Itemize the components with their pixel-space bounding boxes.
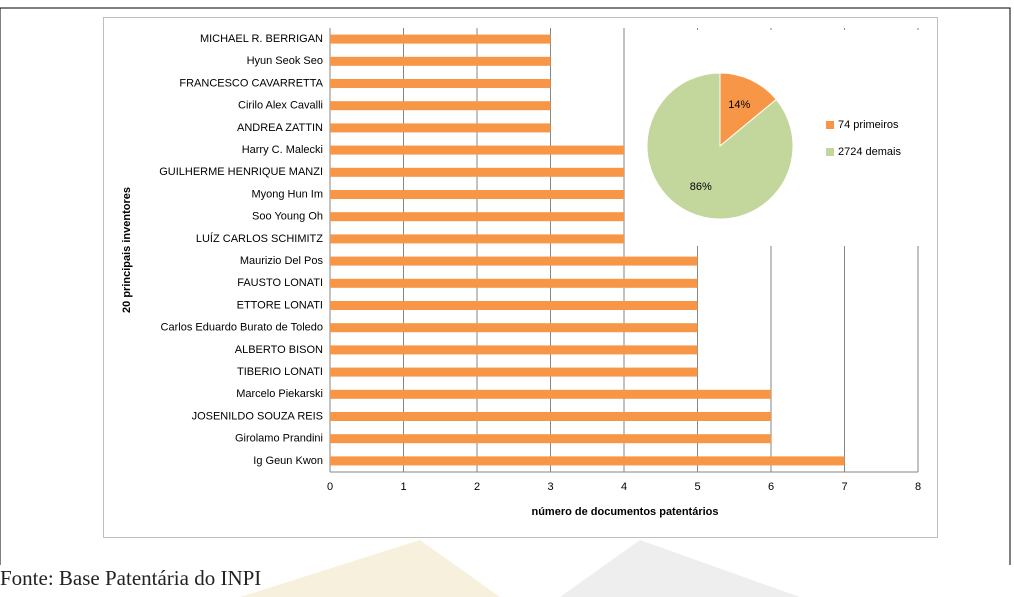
pie-slice [719, 72, 777, 148]
bar [330, 278, 698, 288]
bar [330, 190, 624, 199]
y-tick-label: GUILHERME HENRIQUE MANZI [159, 166, 323, 178]
bar [330, 167, 624, 177]
x-axis-title: número de documentos patentários [531, 506, 718, 518]
bar [330, 145, 624, 155]
y-tick-label: ANDREA ZATTIN [237, 122, 323, 134]
y-axis-title: 20 principais inventores [121, 187, 133, 313]
x-tick-label: 6 [768, 481, 774, 493]
y-tick-label: ALBERTO BISON [235, 344, 323, 356]
bar [330, 367, 698, 377]
bar [330, 101, 551, 111]
x-tick-label: 8 [915, 481, 921, 493]
x-tick-label: 0 [327, 481, 333, 493]
y-tick-label: Soo Young Oh [252, 211, 323, 223]
y-tick-label: ETTORE LONATI [237, 299, 323, 311]
y-tick-label: FRANCESCO CAVARRETTA [179, 77, 323, 89]
watermark [240, 540, 500, 597]
bar [330, 301, 698, 310]
legend-swatch [826, 148, 834, 156]
bar [330, 389, 771, 399]
bar [330, 234, 624, 244]
y-tick-label: Girolamo Prandini [235, 433, 323, 445]
bar [330, 323, 698, 333]
bar [330, 434, 771, 444]
bar [330, 212, 624, 222]
caption: Fonte: Base Patentária do INPI [0, 566, 262, 590]
bar [330, 79, 551, 88]
bar [330, 345, 698, 355]
y-tick-label: Maurizio Del Pos [240, 255, 324, 267]
y-tick-label: Myong Hun Im [251, 188, 323, 200]
legend-swatch [826, 121, 834, 129]
value-label: 14% [728, 99, 750, 111]
legend-label: 2724 demais [838, 146, 901, 158]
bar [330, 123, 551, 133]
x-tick-label: 1 [400, 481, 406, 493]
watermark [560, 540, 800, 597]
x-tick-label: 5 [694, 481, 700, 493]
bar [330, 412, 771, 421]
y-tick-label: LUÍZ CARLOS SCHIMITZ [196, 232, 323, 245]
bar [330, 456, 845, 466]
y-tick-label: Marcelo Piekarski [236, 388, 323, 400]
x-tick-label: 4 [621, 481, 627, 493]
bar [330, 34, 551, 44]
legend-label: 74 primeiros [838, 119, 899, 131]
bar [330, 256, 698, 266]
y-tick-label: JOSENILDO SOUZA REIS [192, 410, 323, 422]
y-tick-label: TIBERIO LONATI [237, 366, 323, 378]
y-tick-label: FAUSTO LONATI [237, 277, 323, 289]
pie-slice [646, 72, 794, 220]
y-tick-label: MICHAEL R. BERRIGAN [200, 33, 323, 45]
y-tick-label: Harry C. Malecki [242, 144, 323, 156]
bar [330, 56, 551, 66]
y-tick-label: Ig Geun Kwon [253, 455, 323, 467]
frame [0, 7, 1011, 565]
x-tick-label: 2 [474, 481, 480, 493]
y-tick-label: Cirilo Alex Cavalli [238, 100, 323, 112]
y-tick-label: Hyun Seok Seo [247, 55, 323, 67]
value-label: 86% [690, 181, 712, 193]
x-tick-label: 3 [547, 481, 553, 493]
y-tick-label: Carlos Eduardo Burato de Toledo [161, 322, 323, 334]
x-tick-label: 7 [841, 481, 847, 493]
